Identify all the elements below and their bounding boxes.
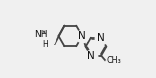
Text: N: N: [78, 31, 86, 41]
Text: H: H: [42, 40, 48, 49]
Text: N: N: [87, 51, 95, 61]
Text: NH: NH: [35, 30, 48, 39]
Text: CH₃: CH₃: [106, 56, 121, 65]
Text: N: N: [97, 33, 105, 43]
